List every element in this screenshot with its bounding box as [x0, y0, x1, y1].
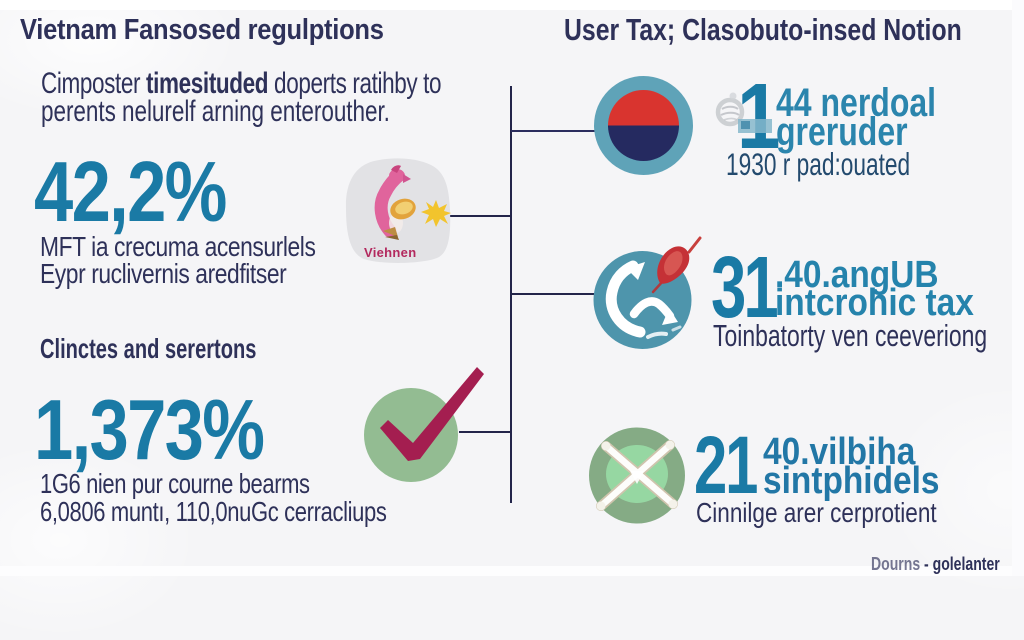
svg-text:Viehnen: Viehnen [364, 245, 416, 260]
